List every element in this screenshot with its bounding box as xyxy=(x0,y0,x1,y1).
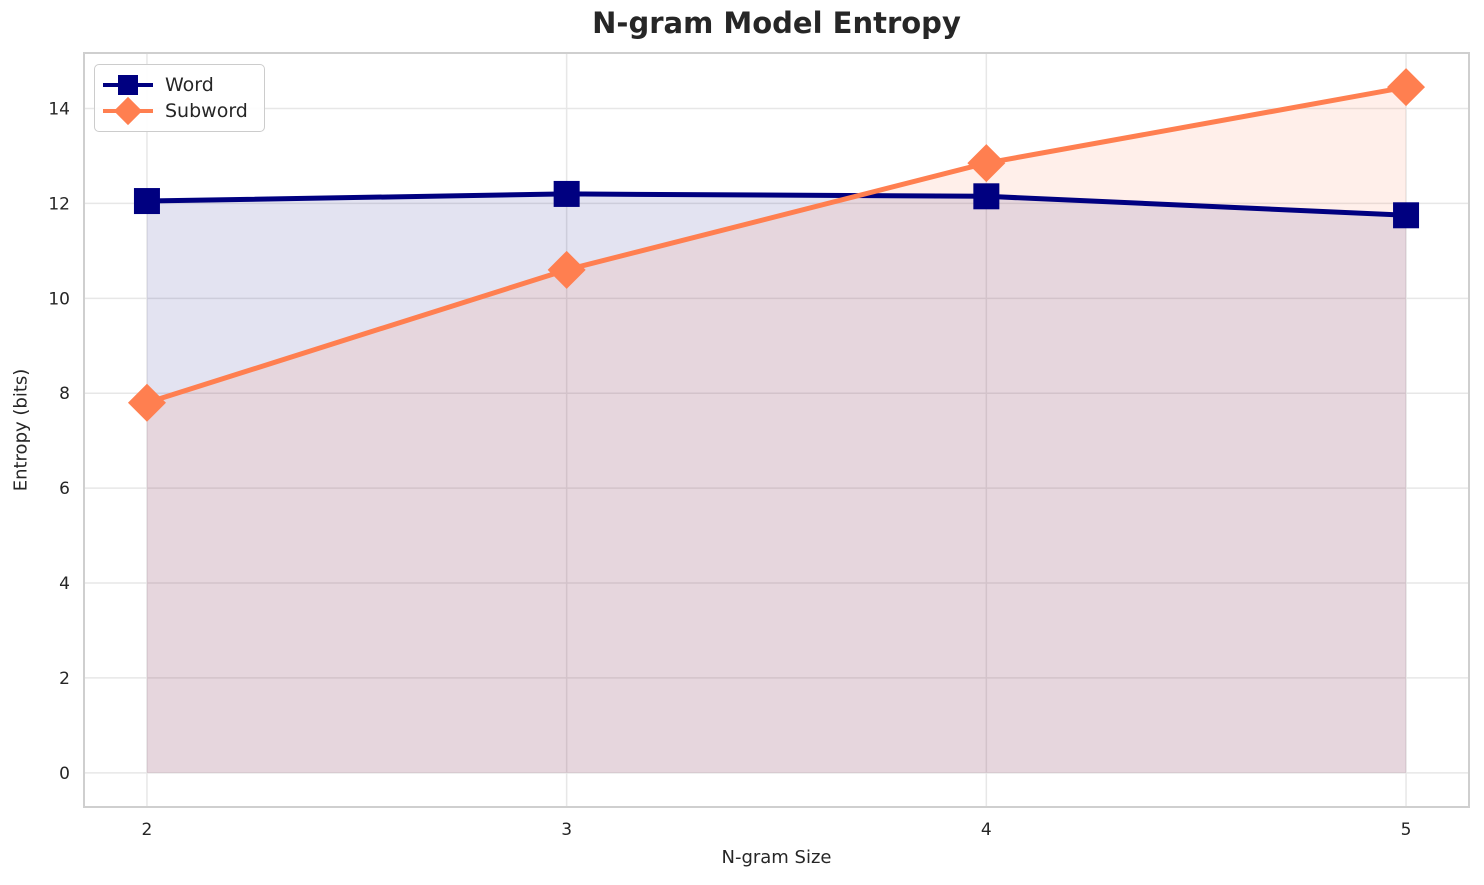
x-axis-label: N-gram Size xyxy=(721,847,832,868)
legend: Word Subword xyxy=(94,64,265,132)
legend-label-word: Word xyxy=(165,74,214,96)
area-fill-subword xyxy=(146,87,1407,773)
y-tick-label: 0 xyxy=(59,764,70,784)
y-tick-label: 12 xyxy=(48,194,70,214)
data-point-word xyxy=(133,188,160,215)
data-point-subword xyxy=(547,250,586,289)
data-point-word xyxy=(973,183,1000,210)
data-point-subword xyxy=(967,144,1006,183)
x-tick-label: 4 xyxy=(981,820,992,840)
x-tick-label: 3 xyxy=(561,820,572,840)
y-axis-label: Entropy (bits) xyxy=(10,368,32,492)
chart-title: N-gram Model Entropy xyxy=(592,6,961,40)
y-tick-label: 4 xyxy=(59,574,70,594)
x-tick-label: 5 xyxy=(1401,820,1412,840)
data-point-subword xyxy=(127,383,166,422)
legend-label-subword: Subword xyxy=(165,100,248,122)
plot-border xyxy=(83,52,1470,808)
line-subword xyxy=(144,84,1409,406)
data-point-word xyxy=(1393,202,1420,229)
y-tick-label: 14 xyxy=(48,100,70,120)
line-word xyxy=(144,191,1409,218)
data-point-subword xyxy=(1387,68,1426,107)
x-tick-label: 2 xyxy=(142,820,153,840)
y-tick-label: 8 xyxy=(59,384,70,404)
y-tick-label: 6 xyxy=(59,479,70,499)
subword-diamond-marker-icon xyxy=(103,96,153,126)
word-square-marker-icon xyxy=(103,72,153,98)
legend-item-word: Word xyxy=(103,72,248,98)
y-tick-label: 10 xyxy=(48,289,70,309)
legend-item-subword: Subword xyxy=(103,96,248,126)
y-tick-label: 2 xyxy=(59,669,70,689)
data-point-word xyxy=(553,180,580,207)
area-fill-word xyxy=(146,193,1407,773)
